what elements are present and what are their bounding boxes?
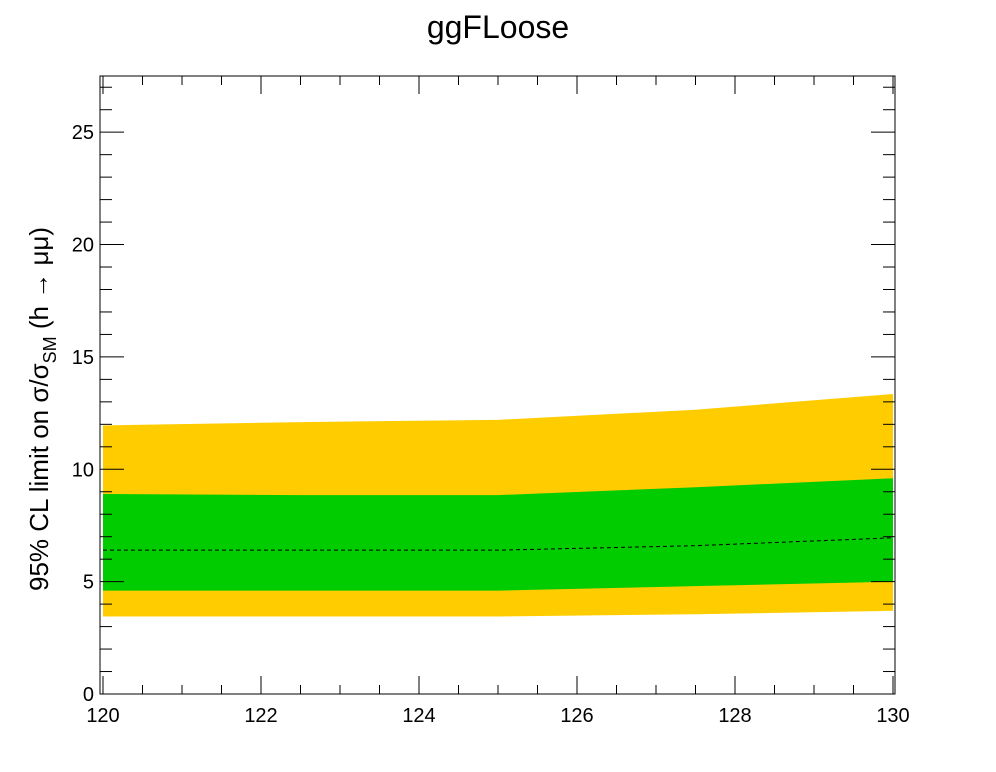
- y-axis-label: 95% CL limit on σ/σSM (h → μμ): [24, 227, 60, 591]
- y-tick-label: 20: [72, 235, 94, 257]
- x-tick-label: 124: [402, 705, 435, 727]
- x-tick-label: 122: [244, 705, 277, 727]
- x-tick-label: 128: [718, 705, 751, 727]
- x-tick-label: 120: [86, 705, 119, 727]
- y-tick-label: 10: [72, 459, 94, 481]
- y-tick-label: 15: [72, 347, 94, 369]
- plot-area: [103, 393, 894, 617]
- axis-ticks: [100, 76, 895, 695]
- y-axis-label-subscript: SM: [40, 336, 60, 363]
- chart-title: ggFLoose: [427, 9, 569, 45]
- y-axis-label-main: 95% CL limit on σ/σ: [24, 363, 54, 591]
- y-tick-label: 5: [83, 572, 94, 594]
- x-tick-label: 126: [560, 705, 593, 727]
- y-tick-label: 0: [83, 684, 94, 706]
- y-axis-label-suffix: (h → μμ): [24, 227, 54, 336]
- x-tick-label: 130: [876, 705, 909, 727]
- band-1sigma-band: [103, 478, 893, 591]
- expected-line: [103, 537, 894, 551]
- tick-labels: 120 122 124 126 128 130 0 5 10 15 20 25: [72, 122, 910, 727]
- y-tick-label: 25: [72, 122, 94, 144]
